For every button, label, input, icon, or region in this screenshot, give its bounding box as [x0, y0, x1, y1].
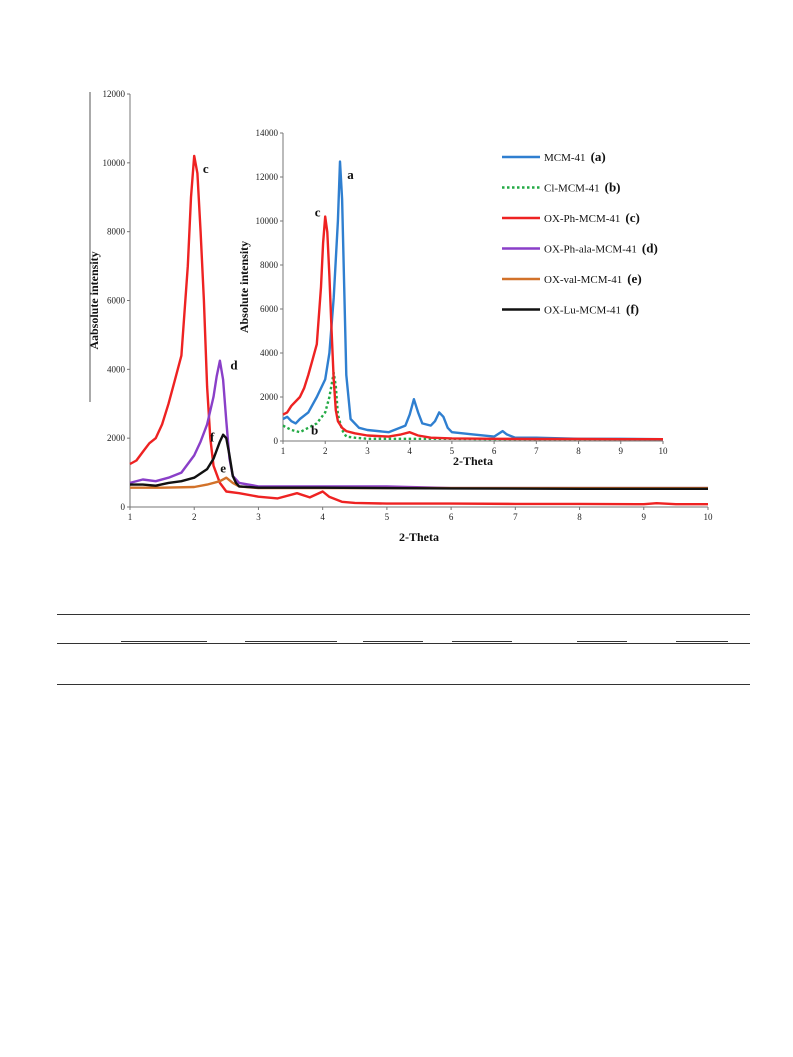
main-x-tick-label: 7: [513, 512, 518, 522]
legend-tag: (c): [625, 210, 639, 225]
main-series-line-c: [129, 154, 708, 506]
legend-label: MCM-41: [544, 152, 586, 164]
main-x-tick-label: 1: [128, 512, 133, 522]
inset-y-tick-label: 8000: [260, 260, 279, 270]
main-curve-label-e: e: [220, 461, 226, 476]
table-sub-rule: [676, 641, 728, 642]
legend-tag: (a): [591, 149, 606, 164]
main-y-tick-label: 4000: [107, 364, 126, 374]
inset-y-tick-label: 4000: [260, 348, 279, 358]
main-y-axis-title: Aabsolute intensity: [87, 251, 101, 349]
main-y-tick-label: 12000: [103, 89, 126, 99]
table-bottom-rule: [57, 684, 750, 685]
inset-y-axis-title: Absolute intensity: [237, 241, 251, 333]
inset-y-tick-label: 6000: [260, 304, 279, 314]
inset-x-tick-label: 2: [323, 446, 328, 456]
inset-y-tick-label: 12000: [256, 172, 279, 182]
inset-x-axis-title: 2-Theta: [453, 454, 493, 468]
inset-x-tick-label: 6: [492, 446, 497, 456]
main-x-axis-title: 2-Theta: [399, 530, 439, 544]
main-series-line-f: [130, 433, 708, 490]
inset-curve-label-c: c: [315, 205, 321, 220]
main-y-tick-label: 6000: [107, 296, 126, 306]
inset-y-tick-label: 10000: [256, 216, 279, 226]
main-y-tick-label: 10000: [103, 158, 126, 168]
table-top-rule: [57, 614, 750, 615]
legend-tag: (e): [627, 271, 641, 286]
inset-x-tick-label: 1: [281, 446, 286, 456]
inset-y-tick-label: 0: [274, 436, 279, 446]
inset-x-tick-label: 3: [365, 446, 370, 456]
legend-label: Cl-MCM-41: [544, 183, 600, 195]
inset-x-tick-label: 4: [407, 446, 412, 456]
main-x-tick-label: 6: [449, 512, 454, 522]
table-sub-rule: [121, 641, 207, 642]
table-sub-rule: [245, 641, 337, 642]
inset-background: [238, 123, 673, 469]
legend-label: OX-val-MCM-41: [544, 274, 622, 286]
legend-tag: (d): [642, 241, 658, 256]
table-header-rule: [57, 643, 750, 644]
inset-x-tick-label: 8: [576, 446, 581, 456]
table-sub-rule: [452, 641, 512, 642]
main-x-tick-label: 4: [320, 512, 325, 522]
inset-x-tick-label: 10: [659, 446, 669, 456]
inset-curve-label-b: b: [311, 422, 318, 437]
main-x-tick-label: 8: [577, 512, 582, 522]
legend-tag: (b): [605, 180, 621, 195]
main-x-tick-label: 9: [642, 512, 647, 522]
main-x-tick-label: 2: [192, 512, 197, 522]
legend-label: OX-Ph-ala-MCM-41: [544, 244, 637, 256]
inset-x-tick-label: 7: [534, 446, 539, 456]
main-x-tick-label: 5: [385, 512, 390, 522]
table-sub-rule: [577, 641, 627, 642]
main-x-tick-label: 3: [256, 512, 261, 522]
main-y-tick-label: 8000: [107, 227, 126, 237]
inset-x-tick-label: 9: [619, 446, 624, 456]
inset-curve-label-a: a: [347, 167, 354, 182]
inset-series-line-a: [282, 160, 664, 441]
inset-series-line-c: [282, 215, 663, 441]
legend-label: OX-Ph-MCM-41: [544, 213, 620, 225]
inset-y-tick-label: 14000: [256, 128, 279, 138]
main-series-line-d: [129, 359, 708, 490]
xrd-figure: 0 2000 4000 6000 8000 10000 12000 1 2 3 4 5 6 7 8 9 10 2-…: [87, 89, 714, 544]
inset-y-tick-label: 2000: [260, 392, 279, 402]
table-sub-rule: [363, 641, 423, 642]
main-curve-label-d: d: [230, 357, 238, 372]
inset-x-tick-label: 5: [450, 446, 455, 456]
main-x-tick-label: 10: [704, 512, 714, 522]
main-curve-label-c: c: [203, 161, 209, 176]
main-curve-label-f: f: [210, 430, 215, 445]
main-y-tick-label: 0: [121, 502, 126, 512]
legend-tag: (f): [626, 302, 639, 317]
legend-label: OX-Lu-MCM-41: [544, 305, 621, 317]
main-y-tick-label: 2000: [107, 433, 126, 443]
